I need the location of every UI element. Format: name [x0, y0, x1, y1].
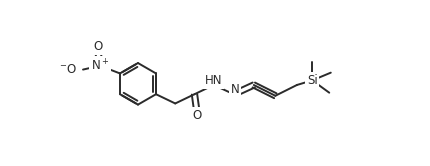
Text: O: O	[192, 109, 201, 122]
Text: N$^+$: N$^+$	[91, 58, 109, 73]
Text: O: O	[93, 40, 102, 53]
Text: $^{-}$O: $^{-}$O	[59, 63, 77, 76]
Text: N: N	[231, 83, 240, 96]
Text: HN: HN	[205, 74, 222, 87]
Text: Si: Si	[307, 74, 318, 87]
